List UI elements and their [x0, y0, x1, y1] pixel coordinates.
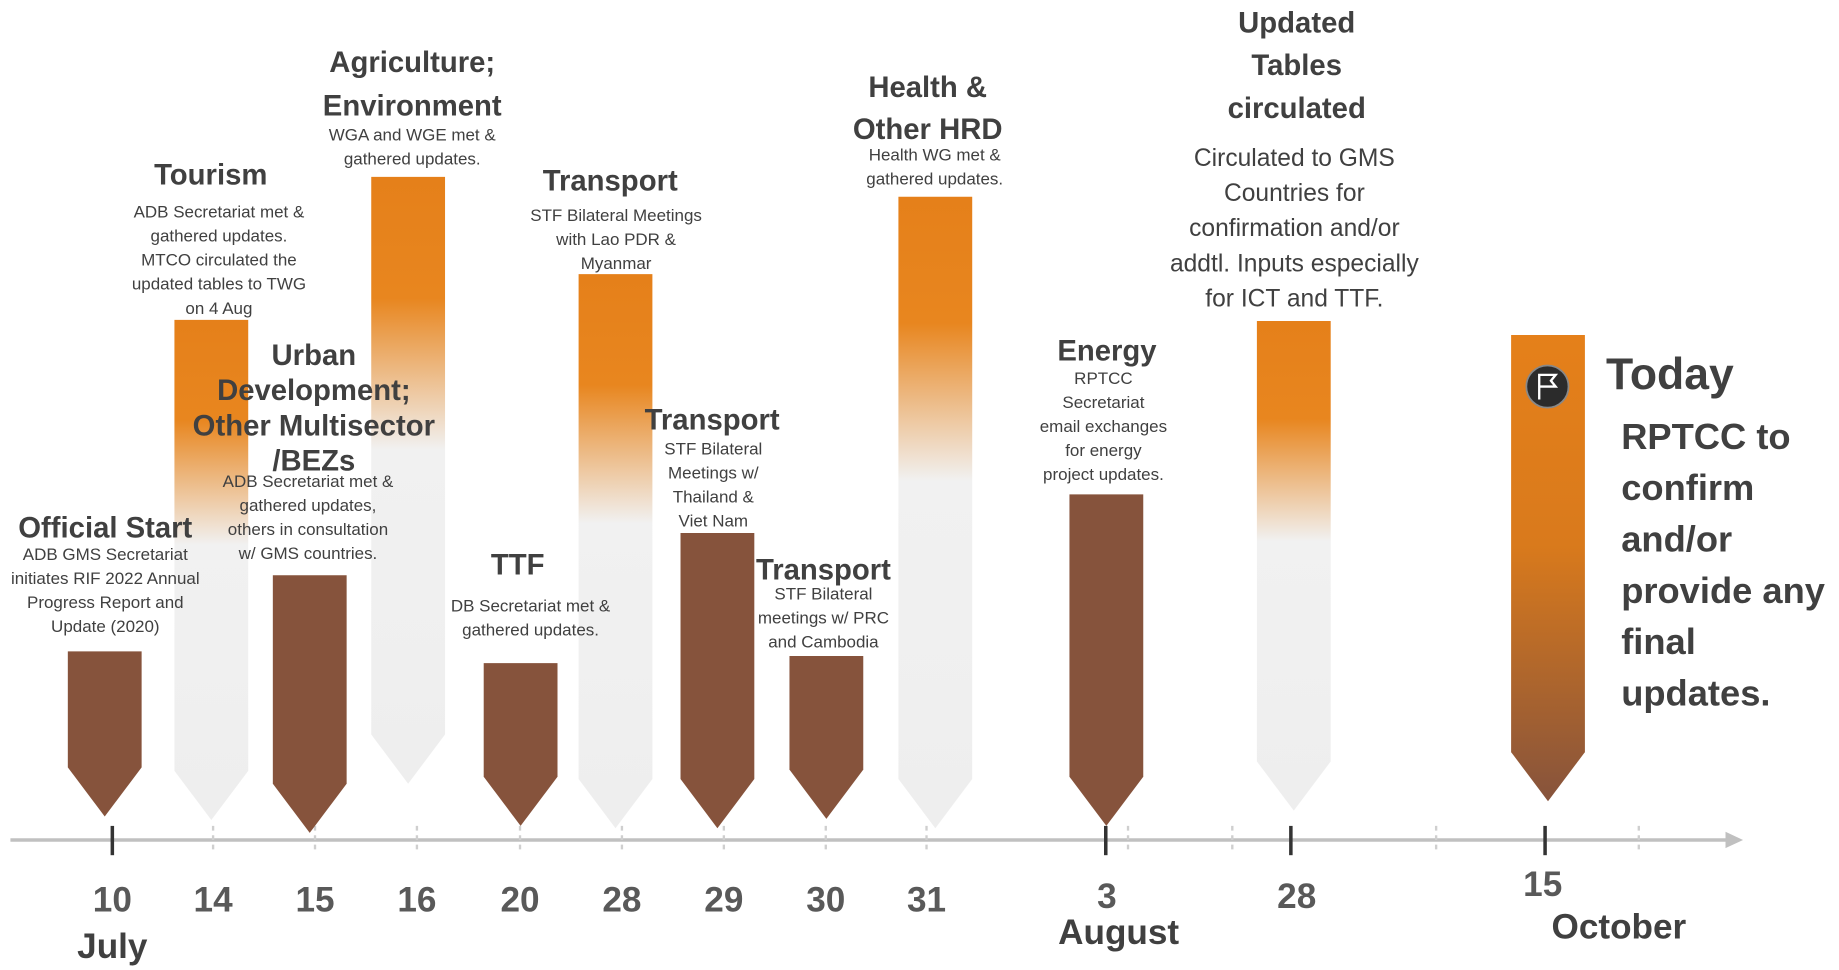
event-description: WGA and WGE met &: [329, 125, 497, 144]
event-description: DB Secretariat met &: [451, 596, 611, 615]
event-description: final: [1621, 621, 1696, 662]
axis-arrow: [1725, 831, 1744, 849]
event-title: Environment: [323, 90, 502, 123]
day-label: 16: [397, 880, 436, 919]
event-title: Agriculture;: [329, 46, 495, 79]
event-description: ADB GMS Secretariat: [23, 545, 188, 564]
event-description: and/or: [1621, 519, 1732, 560]
event-title: Updated: [1238, 6, 1355, 39]
day-label: 30: [806, 880, 845, 919]
event-description: initiates RIF 2022 Annual: [11, 569, 200, 588]
event-description: updates.: [1621, 672, 1770, 713]
event-title: Development;: [217, 374, 411, 407]
day-label: 29: [704, 880, 743, 919]
day-label: 31: [907, 880, 946, 919]
event-description: provide any: [1621, 570, 1825, 611]
day-label: 14: [194, 880, 234, 919]
event-description: Secretariat: [1062, 393, 1144, 412]
event-description: confirm: [1621, 467, 1754, 508]
event-description: on 4 Aug: [185, 299, 252, 318]
pennant: [67, 651, 142, 817]
event-title: /BEZs: [272, 444, 355, 477]
pennant: [1069, 494, 1144, 826]
event-title: TTF: [491, 549, 545, 582]
event-title: Other HRD: [853, 113, 1003, 146]
event-description: meetings w/ PRC: [758, 609, 889, 628]
event-title: Transport: [756, 553, 891, 586]
event-description: and Cambodia: [768, 633, 879, 652]
event-description: MTCO circulated the: [141, 251, 297, 270]
pennant: [371, 176, 446, 784]
event-description: addtl. Inputs especially: [1170, 250, 1420, 277]
event-description: STF Bilateral: [774, 585, 872, 604]
event-description: gathered updates,: [240, 496, 377, 515]
event-description: Circulated to GMS: [1194, 145, 1395, 172]
event-description: RPTCC to: [1621, 416, 1790, 457]
event-description: updated tables to TWG: [132, 275, 306, 294]
event-description: w/ GMS countries.: [238, 544, 378, 563]
event-title: Official Start: [18, 511, 192, 544]
event-description: confirmation and/or: [1189, 215, 1400, 242]
pennant: [1256, 320, 1331, 811]
day-label: 28: [1277, 877, 1316, 916]
event-description: Viet Nam: [679, 511, 748, 530]
day-label: 3: [1097, 877, 1117, 916]
event-description: Update (2020): [51, 617, 159, 636]
month-label: October: [1552, 907, 1687, 946]
event-description: Progress Report and: [27, 593, 184, 612]
event-description: for ICT and TTF.: [1205, 285, 1383, 312]
event-description: STF Bilateral Meetings: [530, 206, 702, 225]
event-description: ADB Secretariat met &: [134, 203, 305, 222]
month-label: August: [1058, 913, 1179, 952]
event-title: Today: [1606, 350, 1734, 399]
event-title: Tourism: [154, 159, 267, 192]
event-description: gathered updates.: [344, 149, 481, 168]
event-title: circulated: [1228, 92, 1366, 125]
event-title: Transport: [645, 403, 780, 436]
event-description: RPTCC: [1074, 369, 1132, 388]
event-description: Health WG met &: [869, 145, 1002, 164]
day-label: 15: [295, 880, 334, 919]
day-label: 20: [500, 880, 539, 919]
event-description: email exchanges: [1040, 417, 1167, 436]
event-description: gathered updates.: [866, 169, 1003, 188]
event-description: with Lao PDR &: [555, 230, 676, 249]
pennant: [578, 274, 653, 829]
pennant: [272, 575, 347, 833]
pennant: [1511, 335, 1585, 802]
event-description: STF Bilateral: [664, 439, 762, 458]
day-label: 28: [602, 880, 641, 919]
event-title: Other Multisector: [193, 409, 435, 442]
pennant: [680, 533, 755, 829]
event-description: Myanmar: [581, 254, 652, 273]
pennant: [898, 196, 973, 829]
event-description: ADB Secretariat met &: [223, 472, 394, 491]
pennant: [174, 319, 249, 821]
month-label: July: [77, 927, 148, 966]
event-title: Transport: [543, 164, 678, 197]
event-description: Thailand &: [673, 487, 755, 506]
event-title: Health &: [868, 71, 987, 104]
event-description: gathered updates.: [462, 620, 599, 639]
event-title: Urban: [272, 339, 357, 372]
event-description: gathered updates.: [151, 227, 288, 246]
event-description: Countries for: [1224, 180, 1365, 207]
event-title: Tables: [1251, 49, 1342, 82]
flag-icon: [1525, 364, 1570, 409]
day-label: 15: [1523, 865, 1562, 904]
event-description: for energy: [1065, 441, 1142, 460]
event-title: Energy: [1057, 334, 1157, 367]
event-description: others in consultation: [228, 520, 388, 539]
pennant: [789, 656, 864, 819]
pennant: [483, 663, 558, 826]
event-description: Meetings w/: [668, 463, 759, 482]
event-description: project updates.: [1043, 465, 1164, 484]
day-label: 10: [93, 880, 132, 919]
